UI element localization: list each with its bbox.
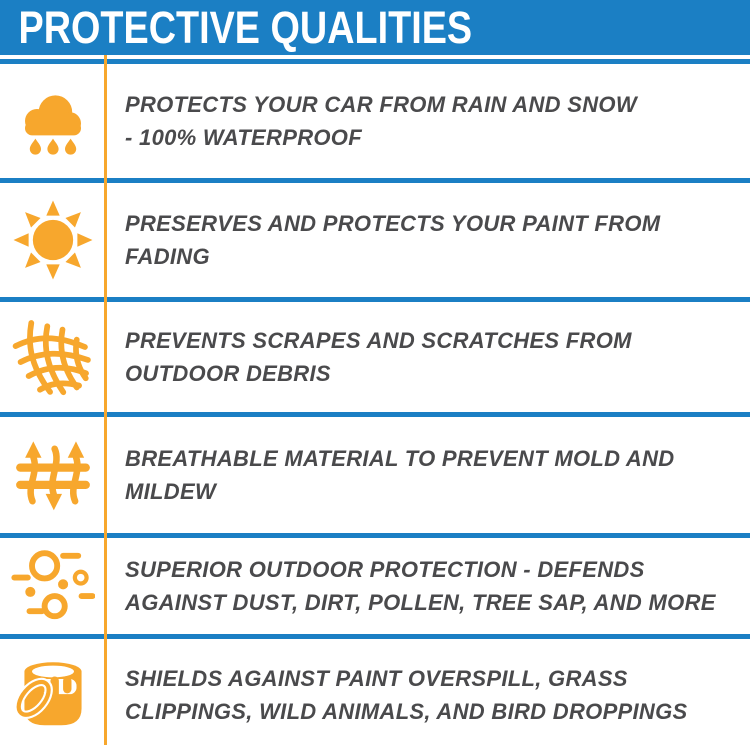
feature-line: - 100% WATERPROOF [125, 125, 362, 150]
feature-row-sun: PRESERVES AND PROTECTS YOUR PAINT FROM F… [0, 178, 750, 297]
feature-line: MILDEW [125, 479, 217, 504]
feature-row-dust: SUPERIOR OUTDOOR PROTECTION - DEFENDS AG… [0, 533, 750, 634]
icon-cell [0, 64, 105, 178]
feature-row-breathable: BREATHABLE MATERIAL TO PREVENT MOLD AND … [0, 412, 750, 533]
rain-cloud-icon [24, 95, 81, 155]
vertical-divider [104, 55, 107, 745]
feature-line: BREATHABLE MATERIAL TO PREVENT MOLD AND [125, 446, 675, 471]
feature-line: CLIPPINGS, WILD ANIMALS, AND BIRD DROPPI… [125, 698, 688, 724]
icon-cell [0, 302, 105, 412]
feature-line: SUPERIOR OUTDOOR PROTECTION - DEFENDS [125, 557, 645, 582]
section-header: PROTECTIVE QUALITIES [0, 0, 750, 55]
feature-text: SUPERIOR OUTDOOR PROTECTION - DEFENDS AG… [105, 538, 750, 634]
feature-line: SHIELDS AGAINST PAINT OVERSPILL, GRASS [125, 665, 628, 691]
feature-line: OUTDOOR DEBRIS [125, 361, 331, 386]
feature-line: PREVENTS SCRAPES AND SCRATCHES FROM [125, 328, 632, 353]
icon-cell [0, 417, 105, 533]
feature-list: PROTECTS YOUR CAR FROM RAIN AND SNOW - 1… [0, 59, 750, 750]
feature-text: PRESERVES AND PROTECTS YOUR PAINT FROM F… [105, 183, 750, 297]
feature-line: PROTECTS YOUR CAR FROM RAIN AND SNOW [125, 92, 637, 117]
net-icon [12, 320, 91, 396]
icon-cell [0, 538, 105, 634]
feature-line: FADING [125, 244, 210, 269]
feature-line: AGAINST DUST, DIRT, POLLEN, TREE SAP, AN… [125, 590, 716, 615]
icon-cell [0, 639, 105, 750]
feature-text: BREATHABLE MATERIAL TO PREVENT MOLD AND … [105, 417, 750, 533]
feature-row-net: PREVENTS SCRAPES AND SCRATCHES FROM OUTD… [0, 297, 750, 412]
breathable-arrows-icon [15, 441, 90, 511]
sun-icon [13, 200, 92, 280]
paint-bucket-icon [14, 661, 82, 725]
dust-particles-icon [10, 550, 95, 620]
feature-row-paint: SHIELDS AGAINST PAINT OVERSPILL, GRASS C… [0, 634, 750, 750]
feature-text: PREVENTS SCRAPES AND SCRATCHES FROM OUTD… [105, 302, 750, 412]
icon-cell [0, 183, 105, 297]
feature-text: PROTECTS YOUR CAR FROM RAIN AND SNOW - 1… [105, 64, 750, 178]
feature-row-rain: PROTECTS YOUR CAR FROM RAIN AND SNOW - 1… [0, 59, 750, 178]
feature-line: PRESERVES AND PROTECTS YOUR PAINT FROM [125, 211, 661, 236]
feature-text: SHIELDS AGAINST PAINT OVERSPILL, GRASS C… [105, 639, 750, 750]
page-title: PROTECTIVE QUALITIES [18, 2, 473, 53]
